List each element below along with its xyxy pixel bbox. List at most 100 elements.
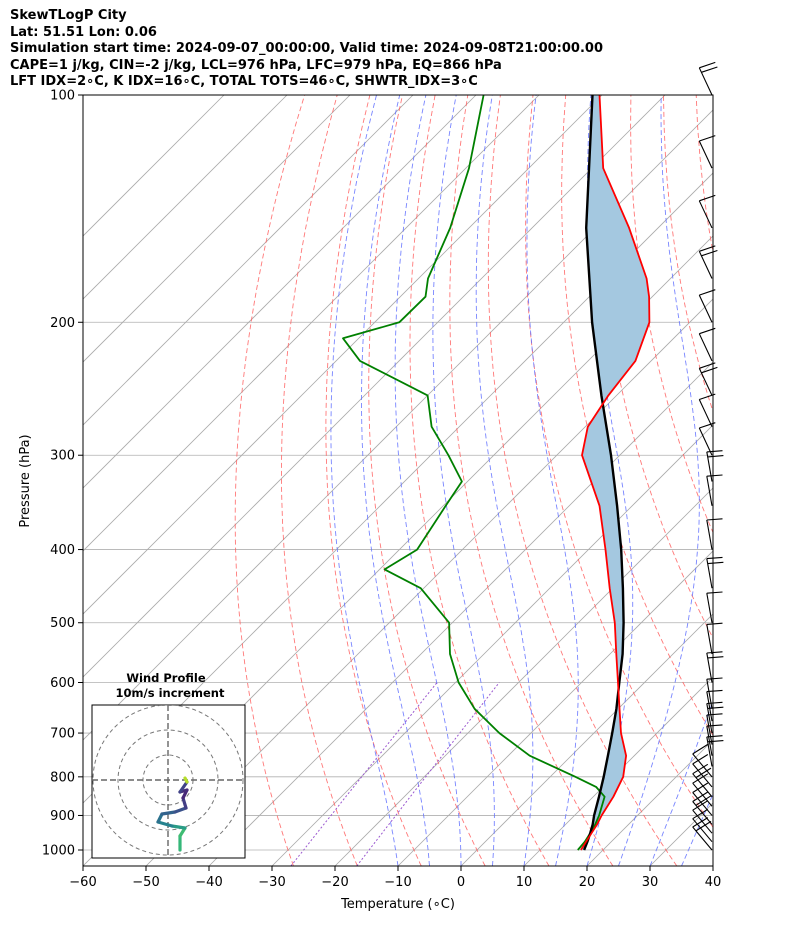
dry-adiabat-line: [325, 95, 422, 866]
x-tick-label: −10: [384, 875, 411, 890]
wind-barb: [692, 763, 713, 798]
dry-adiabat-line: [234, 95, 306, 866]
x-axis-label: Temperature (∘C): [340, 897, 455, 912]
wind-barb: [698, 61, 718, 96]
isotherm-line: [712, 865, 713, 866]
x-tick-label: 20: [579, 875, 596, 890]
dry-adiabat-line: [761, 95, 794, 866]
y-tick-label: 800: [50, 770, 75, 785]
y-axis-label: Pressure (hPa): [18, 434, 33, 527]
wind-barb: [706, 556, 724, 589]
x-tick-label: −60: [69, 875, 96, 890]
moist-adiabat-line: [618, 95, 700, 866]
hodograph-segment: [181, 796, 188, 810]
cape-line: CAPE=1 j/kg, CIN=-2 j/kg, LCL=976 hPa, L…: [10, 57, 502, 73]
wind-barb: [692, 773, 713, 807]
wind-barb: [698, 422, 716, 456]
isotherm-line: [83, 95, 603, 615]
dewpoint-line: [342, 95, 606, 851]
isotherm-line: [271, 424, 713, 866]
wind-barb: [698, 194, 716, 229]
wind-barb: [706, 518, 723, 550]
wind-barb: [698, 327, 716, 362]
wind-barb: [706, 591, 723, 623]
wind-barb: [706, 735, 724, 767]
isotherm-line: [83, 95, 414, 426]
moist-adiabat-line: [649, 699, 713, 866]
moist-adiabat-line: [681, 792, 713, 866]
moist-adiabat-line: [586, 95, 634, 866]
wind-barb: [698, 393, 716, 427]
hodograph-segment: [173, 806, 188, 814]
dry-adiabat-line: [409, 95, 550, 866]
isotherm-line: [83, 95, 540, 552]
dry-adiabat-line: [281, 95, 358, 866]
hodograph-segment: [170, 824, 187, 830]
x-tick-label: 0: [457, 875, 465, 890]
time-line: Simulation start time: 2024-09-07_00:00:…: [10, 41, 603, 56]
moist-adiabat-line: [394, 95, 462, 866]
isotherm-line: [460, 613, 713, 866]
isotherm-line: [145, 298, 713, 866]
wind-barb: [706, 677, 723, 709]
moist-adiabat-line: [475, 95, 534, 866]
y-tick-label: 400: [50, 543, 75, 558]
wind-barb: [698, 245, 718, 279]
y-tick-label: 300: [50, 449, 75, 464]
hodograph-segment: [183, 776, 189, 784]
wind-barb: [692, 808, 713, 843]
wind-barb: [706, 651, 724, 683]
x-tick-label: −30: [258, 875, 285, 890]
wind-barb: [692, 743, 713, 778]
x-tick-label: −40: [195, 875, 222, 890]
wind-barb: [706, 713, 723, 745]
x-tick-label: 30: [642, 875, 659, 890]
wind-barb: [692, 800, 713, 834]
location-line: Lat: 51.51 Lon: 0.06: [10, 24, 157, 40]
wind-barb: [706, 474, 723, 506]
x-tick-label: −20: [321, 875, 348, 890]
dry-adiabat-line: [729, 95, 794, 866]
wind-barb: [692, 817, 713, 851]
wind-barb: [692, 791, 713, 825]
isotherm-line: [397, 550, 713, 866]
moist-adiabat-line: [361, 95, 430, 866]
dry-adiabat-line: [487, 95, 678, 866]
y-tick-label: 600: [50, 676, 75, 691]
wind-barb: [692, 782, 713, 816]
isotherm-line: [83, 95, 666, 678]
chart-header: SkewTLogP City Lat: 51.51 Lon: 0.06 Simu…: [10, 8, 603, 91]
index-line: LFT IDX=2∘C, K IDX=16∘C, TOTAL TOTS=46∘C…: [10, 74, 478, 89]
y-tick-label: 500: [50, 616, 75, 631]
temperature-line: [580, 95, 651, 851]
moist-adiabat-line: [526, 95, 579, 866]
x-tick-label: −50: [132, 875, 159, 890]
moist-adiabat-line: [432, 95, 495, 866]
isotherm-line: [523, 676, 713, 866]
dry-adiabat-line: [561, 95, 713, 737]
dry-adiabat-line: [525, 95, 713, 829]
isotherm-line: [208, 361, 713, 866]
hodograph-segment: [178, 780, 189, 794]
isotherm-line: [83, 95, 351, 363]
wind-barb: [706, 622, 723, 655]
inset-title: Wind Profile: [126, 671, 206, 685]
wind-barb: [706, 450, 724, 482]
chart-title: SkewTLogP City: [10, 8, 127, 23]
isotherm-line: [334, 487, 713, 866]
wind-barb: [706, 724, 723, 756]
y-tick-label: 700: [50, 727, 75, 742]
wind-barb: [692, 754, 713, 788]
dry-adiabat-line: [596, 95, 713, 640]
y-tick-label: 100: [50, 89, 75, 104]
inset-subtitle: 10m/s increment: [116, 686, 225, 700]
cape-shading: [580, 95, 650, 850]
y-tick-label: 1000: [42, 844, 75, 859]
y-tick-label: 900: [50, 809, 75, 824]
isotherm-line: [83, 95, 225, 237]
moist-adiabat-line: [330, 95, 399, 866]
mixing-ratio-line: [290, 682, 438, 866]
wind-barb: [698, 135, 716, 169]
isotherm-line: [83, 95, 288, 300]
